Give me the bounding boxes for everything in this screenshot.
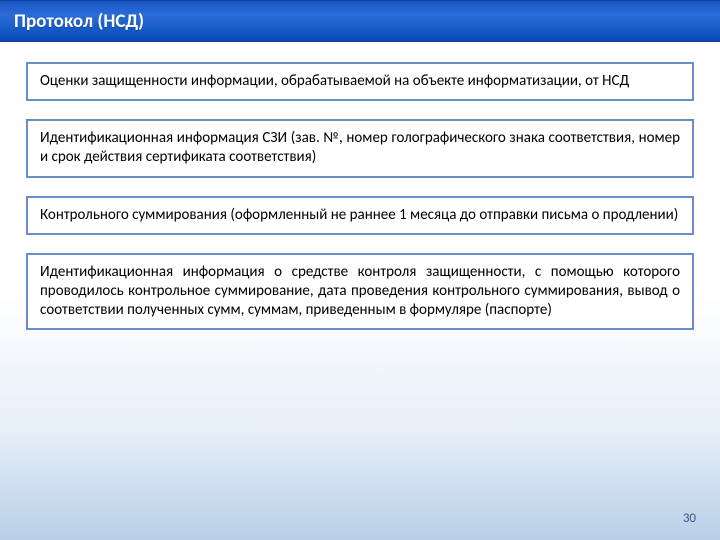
info-box: Идентификационная информация о средстве …: [26, 253, 694, 331]
page-number: 30: [683, 511, 696, 526]
content-area: Оценки защищенности информации, обрабаты…: [0, 42, 720, 330]
title-bar: Протокол (НСД): [0, 0, 720, 42]
info-box: Идентификационная информация СЗИ (зав. №…: [26, 119, 694, 177]
info-box: Контрольного суммирования (оформленный н…: [26, 196, 694, 235]
info-box: Оценки защищенности информации, обрабаты…: [26, 62, 694, 101]
slide-title: Протокол (НСД): [14, 10, 144, 33]
